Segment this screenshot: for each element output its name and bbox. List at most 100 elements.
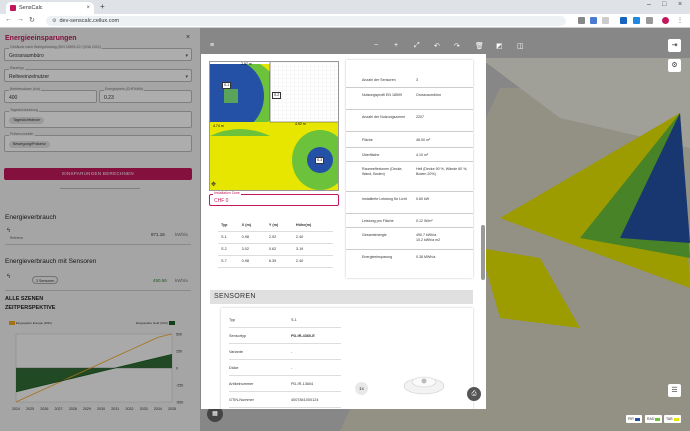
sidepanel-icon[interactable] [646,17,653,24]
quantity-badge: 1x [355,382,368,395]
legend-money-label: Eingesparte Geld (CHF) [136,321,169,325]
minimize-icon[interactable]: – [647,1,651,8]
export-button[interactable]: ⇥ [668,39,681,52]
tab-close-icon[interactable]: × [86,5,90,11]
site-info-icon[interactable]: ⚙ [52,18,57,24]
chevron-down-icon: ▾ [185,53,188,59]
calculate-savings-button[interactable]: EINSPARUNGEN BERECHNEN [4,168,192,180]
indicator-rad-swatch [655,417,661,421]
daylight-field[interactable]: Tageslichtnutzung Tageslichtsteuer [4,108,192,128]
prop-row: Anzahl der Sensoren 3 [346,74,473,88]
table-header: Typ [218,219,239,232]
sensor-row: Variante - [229,346,341,360]
zoom-in-icon[interactable]: + [394,42,399,49]
window-close-icon[interactable]: × [678,1,683,8]
obstacle [224,89,238,103]
browser-menu-icon[interactable]: ⋮ [677,18,683,24]
table-cell: 0.98 [238,255,266,268]
y-tick-label: -500 [176,401,183,405]
address-bar: ← → ↻ ⚙ dev-senscalc.ceilux.com ⋮ [0,14,690,28]
sensor-product-image [403,376,445,395]
zoom-out-icon[interactable]: − [374,42,379,49]
price-field[interactable]: Energiepreis (CHF/kWh) 0.23 [99,87,192,103]
new-tab-icon[interactable]: + [100,2,105,11]
sensor-energy-unit: kWh/a [175,278,188,283]
sensor-row: Dicke - [229,362,341,376]
sensor-count-chip[interactable]: 3 Sensoren [32,276,59,284]
prop-label: Anzahl der Sensoren [362,78,396,82]
report-modal: S.1 S.2 S.3 4.92 m 4.74 m 2.97 m ✥ Insta… [201,54,486,409]
table-cell: 6.39 [265,255,293,268]
sensor-row-value: - [291,350,293,354]
forward-icon[interactable]: → [17,16,24,23]
modal-scrollbar[interactable] [481,225,485,280]
layers-icon[interactable]: ☰ [668,384,681,397]
browser-tab[interactable]: SensCalc × [6,2,94,14]
table-header: Y (m) [265,219,293,232]
sensor-label-2[interactable]: S.2 [272,92,282,99]
fit-icon[interactable]: ⤢ [414,42,420,49]
sensor-row-label: Dicke [229,366,239,370]
table-header: Höhe(m) [292,219,333,232]
redo-icon[interactable]: ↷ [454,43,460,50]
floor-plan[interactable]: S.1 S.2 S.3 4.92 m 4.74 m 2.97 m ✥ [201,56,348,191]
presence-label: Präsenzmelder [9,132,35,136]
bolt-icon: ϟ [7,228,11,234]
sensor-detail-card: Typ S.1 Sensortyp PD-IR-4360-E Variante - D… [221,308,473,409]
indicator-tab: TAB [664,415,681,423]
x-tick-label: 2027 [55,407,63,411]
indicator-pir-swatch [634,417,640,421]
sensor-energy-title: Energieverbrauch mit Sensoren [5,258,97,265]
app-favicon-icon [10,5,16,11]
url-field[interactable]: ⚙ dev-senscalc.ceilux.com [46,16,566,26]
move-handle-icon[interactable]: ✥ [211,182,217,188]
room-select[interactable]: Raumtyp Reiheeinzelnutzer ▾ [4,66,192,82]
presence-field[interactable]: Präsenzmelder Bewegung/Präsenz [4,132,192,152]
view-2d-icon[interactable]: ◫ [517,43,524,50]
energy-row: ϟ Referenz 871.16 kWh/a [5,228,191,242]
room-value: Reiheeinzelnutzer [9,74,50,80]
prop-label: Überfläche [362,153,380,157]
energy-unit: kWh/a [175,232,188,237]
sensors-section-header: SENSOREN [210,290,473,304]
prop-row: Überfläche 4.10 m² [346,148,473,162]
profile-avatar[interactable] [662,17,669,24]
building-label: Gebäude nach Wahlgründung (DIN 18599-10 … [9,45,102,49]
back-icon[interactable]: ← [5,16,12,23]
extension-blue2-icon[interactable] [633,17,640,24]
prop-value: Hell (Decke 90 %, Wände 60 %, Boden 20%) [416,167,468,176]
prop-value: 2207 [416,115,424,119]
sensor-label-3[interactable]: S.3 [315,157,325,164]
time-perspective-title: ZEITPERSPEKTIVE [5,305,56,311]
all-scenes-title: ALLE SZENEN [5,296,44,302]
settings-gear-icon[interactable]: ⚙ [668,59,681,72]
browser-tabbar: SensCalc × + – □ × [0,0,690,14]
menu-icon[interactable]: ≡ [210,42,215,49]
sensor-label-1[interactable]: S.1 [222,82,232,89]
bookmark-icon[interactable] [602,17,609,24]
table-cell: 2.40 [292,231,333,244]
building-select[interactable]: Gebäude nach Wahlgründung (DIN 18599-10 … [4,45,192,61]
print-icon[interactable]: ⎙ [467,387,481,401]
undo-icon[interactable]: ↶ [434,43,440,50]
x-tick-label: 2033 [140,407,148,411]
extension-blue-icon[interactable] [620,17,627,24]
maximize-icon[interactable]: □ [662,1,667,8]
sidebar-close-icon[interactable]: × [186,34,191,41]
prop-row: Raumreflexionen (Decke, Wand, Boden) Hell… [346,162,473,192]
runtime-field[interactable]: Betriebsdauer (h/a) 400 [4,87,97,103]
plan-menu-button[interactable]: ▦ [207,406,223,422]
reload-icon[interactable]: ↻ [29,17,35,24]
extension-icon[interactable] [578,17,585,24]
energy-title: Energieverbrauch [5,214,57,221]
table-cell: 3.02 [238,243,266,256]
installation-cost-field[interactable]: Installation Zone CHF 0 [209,191,339,206]
y-tick-label: 500 [176,333,182,337]
presence-chip[interactable]: Bewegung/Präsenz [9,141,50,148]
delete-icon[interactable]: 🗑 [475,43,484,50]
daylight-chip[interactable]: Tageslichtsteuer [9,117,45,124]
translate-icon[interactable] [590,17,597,24]
view-3d-icon[interactable]: ◩ [496,43,503,50]
sensor-row: Typ S.1 [229,314,341,328]
x-tick-label: 2030 [97,407,105,411]
